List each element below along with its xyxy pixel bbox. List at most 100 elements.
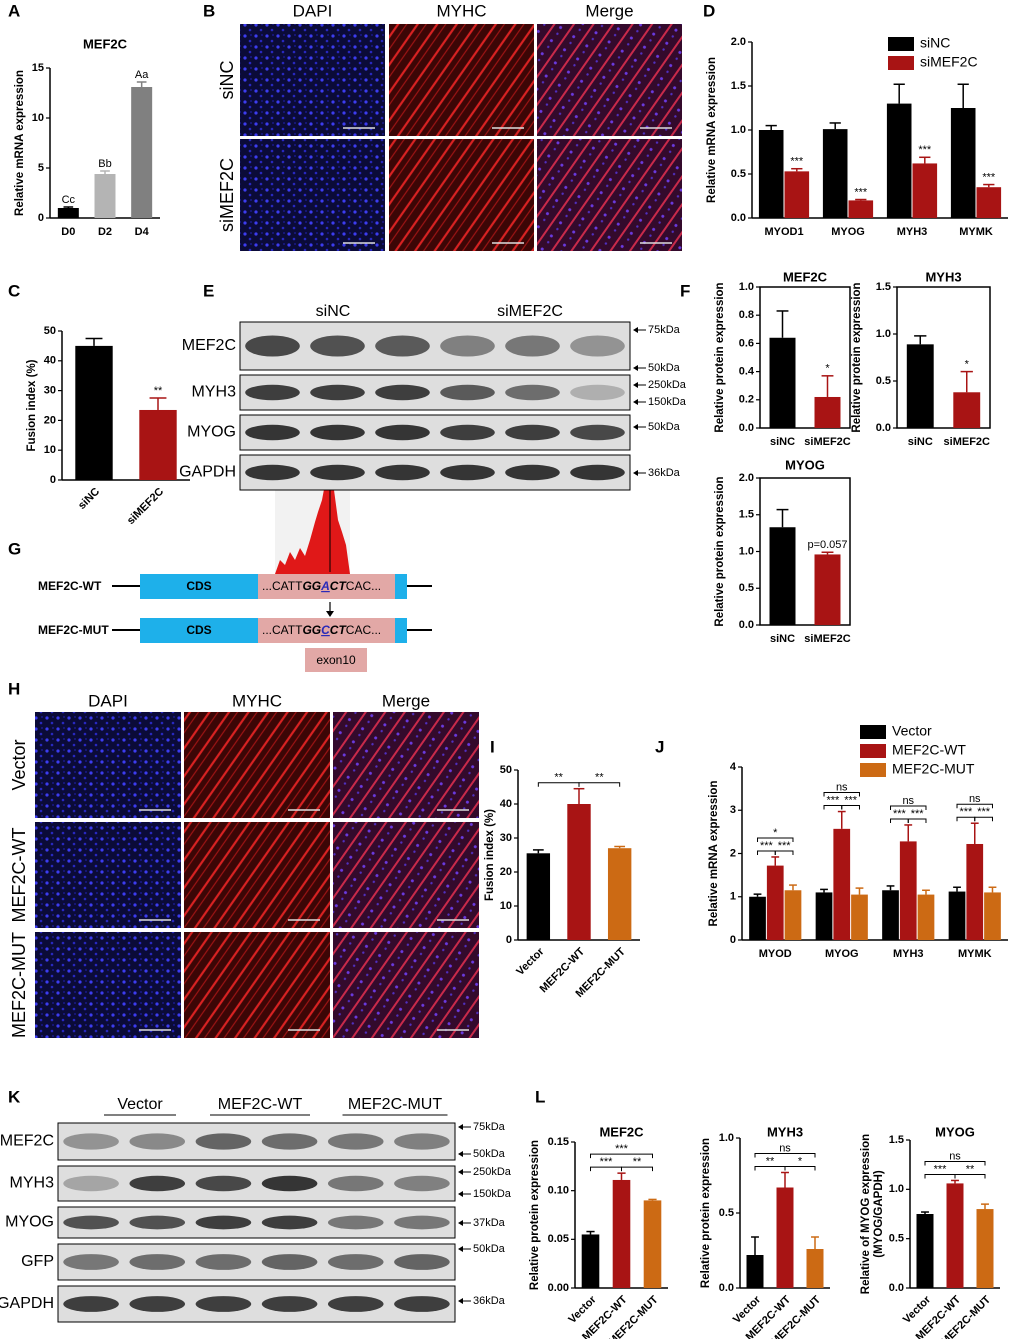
bar (984, 892, 1001, 940)
chart-title: MEF2C (83, 36, 128, 51)
significance-bracket (590, 1153, 653, 1159)
band (195, 1133, 252, 1150)
x-tick-label: MYH3 (893, 948, 924, 960)
chart-title: MEF2C (783, 269, 828, 284)
band (570, 464, 625, 481)
significance-label: ** (554, 772, 563, 784)
utr-box (395, 574, 407, 599)
micrograph (537, 24, 682, 136)
band (63, 1254, 119, 1270)
marker-label: 36kDa (648, 467, 681, 479)
band (375, 424, 430, 441)
error-bar (988, 886, 997, 893)
band (440, 384, 495, 401)
panel-label: J (655, 737, 664, 756)
x-tick-label: siNC (770, 633, 795, 645)
micrograph (537, 139, 682, 251)
bar-annotation: Cc (62, 194, 76, 206)
micrograph (240, 139, 385, 251)
y-tick-label: 2.0 (731, 36, 746, 48)
error-bar (904, 824, 913, 842)
x-tick-label: siNC (908, 436, 933, 448)
blot-row (57, 1122, 456, 1161)
significance-bracket (757, 837, 794, 842)
significance-label: ns (902, 795, 914, 807)
band (261, 1215, 318, 1230)
y-tick-label: 1.5 (731, 80, 746, 92)
chart-title: MYOG (935, 1124, 975, 1139)
significance-label: ns (779, 1142, 791, 1154)
band (63, 1215, 119, 1230)
band (570, 424, 625, 441)
protein-label: MEF2C (0, 1133, 54, 1150)
y-tick-label: 1.0 (876, 328, 891, 340)
error-bar (914, 335, 927, 345)
error-bar (821, 551, 834, 555)
band (63, 1133, 119, 1150)
band (327, 1215, 384, 1230)
bar (746, 1255, 764, 1288)
legend-swatch (888, 56, 914, 70)
panel-label: I (490, 737, 495, 756)
seq-part: ...CATT (262, 623, 303, 637)
row-label: Vector (9, 739, 29, 790)
marker-arrow-head (633, 470, 638, 476)
marker-arrow-head (458, 1169, 463, 1175)
band (375, 464, 430, 481)
bar-annotation: ** (154, 385, 163, 397)
micrograph (333, 712, 479, 818)
x-tick-label: D4 (135, 226, 150, 238)
row-label: MEF2C-WT (9, 828, 29, 923)
blot-row (57, 1165, 456, 1202)
error-bar (837, 810, 846, 829)
significance-label: *** (844, 794, 858, 806)
bar (966, 843, 984, 940)
band (129, 1215, 186, 1230)
bar-annotation: p=0.057 (807, 539, 847, 551)
group-label: siMEF2C (497, 303, 563, 320)
protein-label: MYH3 (10, 1175, 55, 1192)
y-tick-label: 0.2 (739, 394, 754, 406)
y-tick-label: 0.5 (739, 582, 754, 594)
y-tick-label: 10 (500, 900, 512, 912)
y-tick-label: 2.0 (739, 472, 754, 484)
y-tick-label: 10 (44, 444, 56, 456)
band (505, 335, 560, 357)
row-label: MEF2C-MUT (9, 932, 29, 1038)
y-tick-label: 0.0 (889, 1282, 904, 1294)
band (195, 1296, 252, 1312)
plot-frame (896, 286, 991, 429)
group-label: MEF2C-WT (218, 1096, 303, 1113)
marker-arrow-head (633, 382, 638, 388)
bar (769, 337, 796, 428)
y-axis-label: Relative mRNA expression (706, 57, 718, 203)
band (440, 464, 495, 481)
y-tick-label: 0.00 (548, 1282, 569, 1294)
error-bar (820, 888, 828, 893)
band (129, 1133, 186, 1150)
y-tick-label: 4 (730, 761, 737, 773)
panel-label: G (8, 539, 21, 558)
micrograph (389, 24, 534, 136)
bar-annotation: Aa (135, 69, 149, 81)
error-bar (85, 337, 103, 346)
seq-part: CT (330, 579, 348, 593)
y-tick-label: 3 (730, 804, 736, 816)
protein-label: GAPDH (179, 464, 236, 481)
blot-row (239, 321, 631, 371)
significance-bracket (578, 782, 621, 787)
significance-label: *** (826, 794, 840, 806)
y-tick-label: 1.0 (739, 281, 754, 293)
error-bar (953, 886, 961, 892)
legend-swatch (860, 725, 886, 739)
legend-swatch (860, 744, 886, 758)
marker-arrow-head (458, 1191, 463, 1197)
x-tick-label: MYOG (825, 948, 859, 960)
marker-label: 75kDa (648, 324, 681, 336)
band (129, 1175, 186, 1192)
utr-box (395, 618, 407, 643)
marker-arrow-head (458, 1246, 463, 1252)
panel-label: C (8, 281, 20, 300)
y-tick-label: 0.5 (731, 168, 746, 180)
